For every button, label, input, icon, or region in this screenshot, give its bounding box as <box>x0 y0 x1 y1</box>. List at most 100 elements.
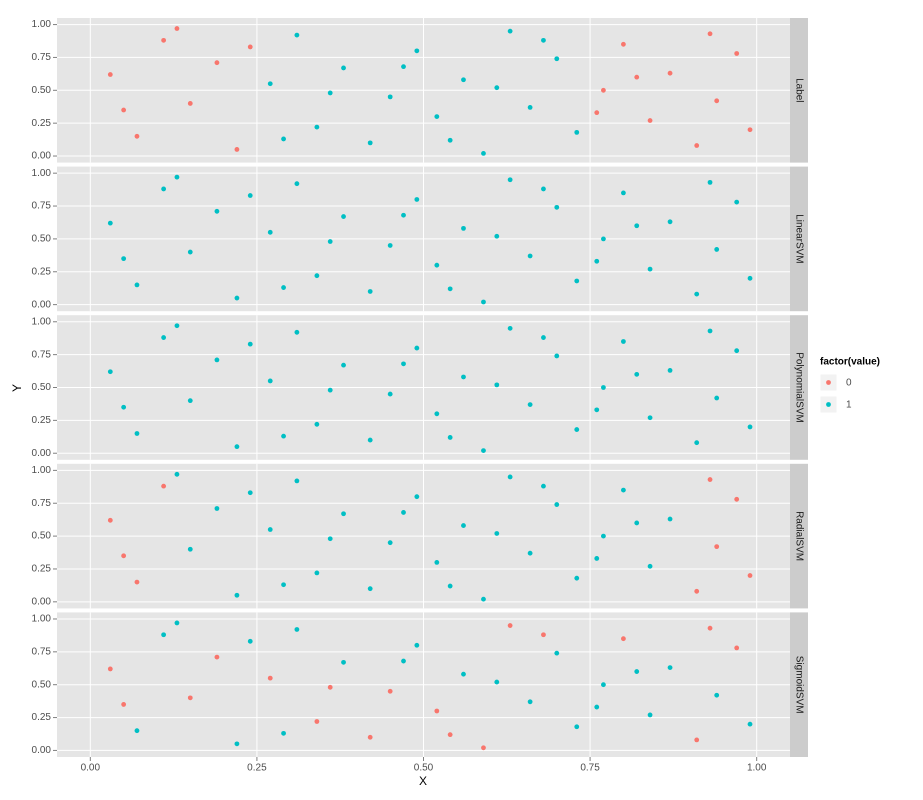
point <box>267 378 273 384</box>
point <box>507 177 513 183</box>
point <box>267 527 273 532</box>
point <box>554 650 560 656</box>
point <box>134 579 140 585</box>
point <box>161 632 167 638</box>
point <box>401 212 406 218</box>
point <box>434 411 440 417</box>
point <box>234 741 240 747</box>
point <box>621 41 626 47</box>
point <box>161 186 167 192</box>
point <box>594 407 600 413</box>
point <box>707 31 713 37</box>
point <box>634 371 640 377</box>
point <box>294 181 300 187</box>
y-tick-label: 0.00 <box>32 151 52 162</box>
strip-label: RadialSVM <box>793 511 804 561</box>
point <box>667 516 673 522</box>
point <box>281 285 286 290</box>
y-tick-label: 0.25 <box>32 266 52 277</box>
point <box>574 724 580 730</box>
point <box>134 431 140 436</box>
point <box>481 596 486 602</box>
point <box>414 642 420 648</box>
y-tick-label: 0.50 <box>32 382 52 393</box>
point <box>107 220 113 226</box>
point <box>461 374 466 380</box>
point <box>281 136 286 142</box>
point <box>327 684 333 690</box>
point <box>434 708 440 714</box>
point <box>554 56 560 62</box>
point <box>327 239 333 244</box>
point <box>667 665 673 671</box>
legend-marker <box>826 380 831 385</box>
point <box>461 225 466 231</box>
x-axis-title: X <box>419 774 427 788</box>
point <box>481 448 486 453</box>
point <box>414 48 420 54</box>
point <box>447 435 453 440</box>
point <box>647 712 653 718</box>
point <box>574 278 580 284</box>
y-tick-label: 0.00 <box>32 448 52 459</box>
point <box>734 51 740 56</box>
point <box>527 699 533 705</box>
y-tick-label: 0.00 <box>32 596 52 607</box>
point <box>594 556 600 561</box>
point <box>121 553 127 559</box>
point <box>527 402 533 407</box>
y-tick-label: 0.25 <box>32 415 52 426</box>
point <box>667 368 673 373</box>
point <box>387 688 393 694</box>
x-tick-label: 0.50 <box>414 763 434 774</box>
x-tick-label: 0.25 <box>247 763 267 774</box>
point <box>634 223 640 229</box>
point <box>647 266 653 272</box>
point <box>634 520 640 526</box>
point <box>714 247 720 252</box>
point <box>527 550 533 556</box>
point <box>267 229 273 235</box>
point <box>481 150 486 156</box>
point <box>387 243 393 248</box>
point <box>414 197 420 202</box>
y-tick-label: 0.75 <box>32 52 52 63</box>
point <box>647 415 653 421</box>
point <box>134 282 140 288</box>
point <box>707 477 713 482</box>
point <box>294 478 300 484</box>
point <box>527 104 533 110</box>
point <box>714 692 720 698</box>
point <box>694 737 700 743</box>
y-tick-label: 0.50 <box>32 679 52 690</box>
point <box>214 60 220 66</box>
point <box>414 494 420 500</box>
point <box>694 440 700 446</box>
point <box>714 544 720 550</box>
point <box>634 74 640 80</box>
point <box>121 256 127 262</box>
y-tick-label: 0.25 <box>32 118 52 129</box>
y-tick-label: 0.50 <box>32 85 52 96</box>
point <box>694 143 700 148</box>
strip-background <box>790 315 808 460</box>
point <box>107 666 113 672</box>
point <box>387 94 393 100</box>
point <box>621 487 626 493</box>
point <box>447 732 453 738</box>
point <box>541 37 546 43</box>
point <box>481 299 486 305</box>
strip-background <box>790 166 808 312</box>
point <box>461 671 466 677</box>
point <box>694 291 700 297</box>
y-tick-label: 0.25 <box>32 564 52 575</box>
strip-background <box>790 463 808 609</box>
y-tick-label: 1.00 <box>32 614 52 625</box>
point <box>714 395 720 401</box>
point <box>601 236 606 242</box>
point <box>634 669 640 674</box>
x-tick-label: 0.75 <box>580 763 600 774</box>
y-tick-label: 0.75 <box>32 498 52 509</box>
point <box>401 510 406 515</box>
